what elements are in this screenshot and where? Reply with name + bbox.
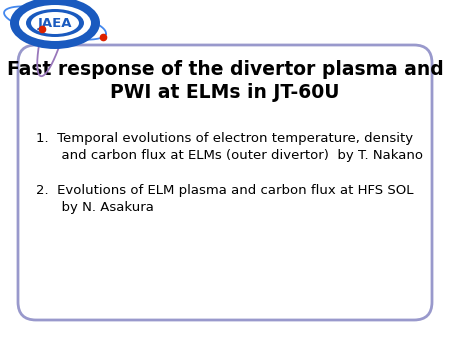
Text: Fast response of the divertor plasma and
PWI at ELMs in JT-60U: Fast response of the divertor plasma and… <box>7 60 443 102</box>
Text: 2.  Evolutions of ELM plasma and carbon flux at HFS SOL
      by N. Asakura: 2. Evolutions of ELM plasma and carbon f… <box>36 184 414 215</box>
Ellipse shape <box>31 12 79 34</box>
FancyBboxPatch shape <box>18 45 432 320</box>
Ellipse shape <box>19 5 91 41</box>
Ellipse shape <box>10 0 100 49</box>
Text: JAEA: JAEA <box>38 17 72 29</box>
Text: 1.  Temporal evolutions of electron temperature, density
      and carbon flux a: 1. Temporal evolutions of electron tempe… <box>36 132 423 163</box>
Ellipse shape <box>26 9 84 37</box>
